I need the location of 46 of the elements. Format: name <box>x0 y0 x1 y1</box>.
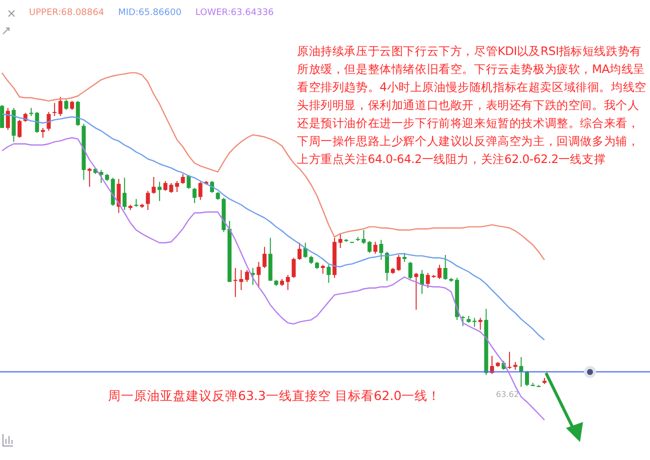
candlestick <box>18 119 22 138</box>
candlestick <box>368 240 372 254</box>
candlestick <box>6 107 10 130</box>
candlestick <box>35 111 40 134</box>
candlestick <box>158 181 162 202</box>
candlestick <box>76 100 80 126</box>
candlestick <box>46 111 51 132</box>
candlestick <box>40 127 45 138</box>
text: UPPER:68.08864 <box>29 8 104 18</box>
candlestick <box>460 315 465 327</box>
annotation: 原油持续承压于云图下行云下方，尽管KDI以及RSI指标短线跌势有所放缓，但是整体情绪依旧看空。下行云走势极为疲软，MA均线呈看空排列趋势。4小时上原油慢步随机指标在超卖区域徘徊。均线空头排列明显，保利加通道口也敞开，表明还有下跌的空间。我个人还是预计油价在进一步下行前将迎来短暂的技术调整。综合来看，下周一操作思路上少辉个人建议以反弹高空为主，回调做多为辅，上方重点关注64.0-64.2一线阻力，关注62.0-62.2一线支撑 <box>297 43 648 168</box>
candlestick <box>373 241 378 254</box>
candlestick <box>180 174 185 184</box>
candlestick <box>438 264 442 280</box>
candlestick <box>303 242 308 258</box>
candlestick <box>146 190 150 210</box>
candlestick <box>192 187 197 204</box>
text: 63.62 <box>496 390 519 399</box>
candlestick <box>52 102 57 117</box>
candlestick <box>326 264 331 284</box>
candlestick <box>256 261 261 289</box>
text: LOWER:63.64336 <box>195 8 274 18</box>
candlestick <box>292 257 296 278</box>
candlestick <box>338 233 342 248</box>
candlestick <box>478 317 482 330</box>
candlestick <box>88 167 92 188</box>
text: 周一原油亚盘建议反弹63.3一线直接空 目标看62.0一线！ <box>108 388 441 405</box>
candlestick <box>286 274 290 291</box>
candlestick <box>175 180 180 193</box>
candlestick <box>408 261 412 280</box>
candlestick <box>298 242 302 260</box>
candlestick <box>58 96 62 117</box>
candlestick <box>420 270 424 294</box>
candlestick <box>152 176 156 194</box>
candlestick <box>385 251 390 282</box>
candlestick <box>414 272 418 310</box>
candlestick <box>379 239 384 260</box>
candlestick <box>508 351 512 370</box>
text: MID:65.86600 <box>118 8 182 18</box>
candlestick <box>0 104 4 128</box>
candlestick <box>122 177 127 210</box>
candlestick <box>443 254 448 280</box>
candlestick <box>64 99 68 110</box>
candlestick <box>262 246 267 268</box>
candlestick <box>116 178 121 214</box>
candlestick <box>245 270 250 282</box>
